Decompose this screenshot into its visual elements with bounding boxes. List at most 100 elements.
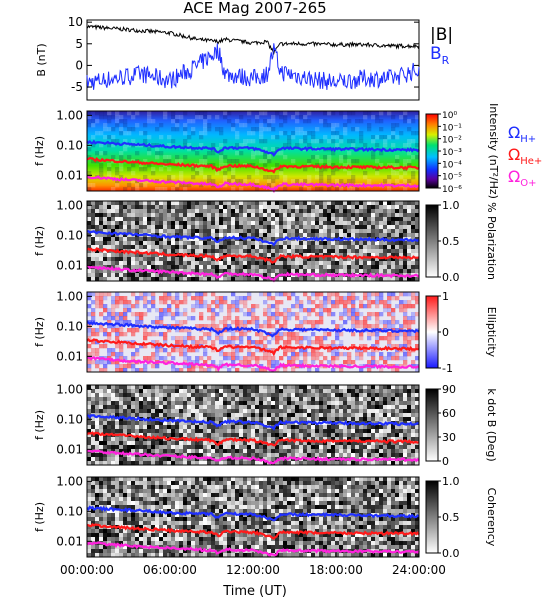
- kdotb-h-plus-line: [86, 414, 420, 431]
- coherency-ylabel: f (Hz): [33, 502, 46, 532]
- panel-intensity: 1.00 0.10 0.01 f (Hz) 10⁰ 10⁻¹ 10⁻² 10⁻³ 10⁻⁴ 10⁻…: [33, 103, 500, 199]
- ellipticity-cbar-label: 0: [442, 326, 449, 339]
- intensity-he-plus-line: [86, 156, 420, 174]
- intensity-o-plus-line: [86, 175, 420, 194]
- polarization-cbar-label: 0.0: [442, 271, 460, 284]
- ellipticity-ylabel: f (Hz): [33, 317, 46, 347]
- coherency-ytick-label: 1.00: [56, 474, 83, 488]
- ellipticity-texture: [87, 292, 420, 373]
- legend-h-plus-sub: H+: [520, 134, 536, 145]
- legend-b-total: |B|: [430, 25, 453, 45]
- polarization-colorbar: [425, 204, 439, 278]
- polarization-frame: [86, 200, 420, 282]
- x-tick-label: 00:00:00: [60, 563, 114, 577]
- coherency-o-plus-line: [86, 541, 420, 558]
- polarization-ytick-label: 0.10: [56, 228, 83, 242]
- ellipticity-cbar-label: -1: [442, 362, 453, 375]
- ellipticity-frame: [86, 291, 420, 373]
- legend-o-plus-omega: Ω: [508, 167, 520, 186]
- legend-he-plus-omega: Ω: [508, 145, 520, 164]
- panel-polarization: 1.00 0.10 0.01 f (Hz) 1.0 0.5 0.0 % Polarizatio…: [33, 198, 498, 284]
- coherency-cbar-label: 0.0: [442, 547, 460, 560]
- legend-he-plus: ΩHe+: [508, 145, 542, 167]
- intensity-cbar-label: 10⁻³: [442, 148, 462, 158]
- polarization-h-plus-line: [86, 230, 420, 247]
- intensity-cbar-label: 10⁻⁶: [442, 185, 462, 195]
- polarization-he-plus-line: [86, 247, 420, 264]
- polarization-ylabel: f (Hz): [33, 226, 46, 256]
- legend-o-plus-sub: O+: [520, 178, 536, 189]
- coherency-colorbar-label: Coherency: [485, 488, 498, 547]
- ellipticity-ytick-label: 0.10: [56, 319, 83, 333]
- kdotb-cbar-label: 90: [442, 383, 456, 396]
- species-legend: ΩH+ ΩHe+ ΩO+: [508, 123, 542, 189]
- polarization-ytick-label: 0.01: [56, 258, 83, 272]
- kdotb-cbar-label: 30: [442, 431, 456, 444]
- x-tick-label: 06:00:00: [143, 563, 197, 577]
- coherency-ytick-label: 0.10: [56, 504, 83, 518]
- coherency-cbar-label: 1.0: [442, 475, 460, 488]
- intensity-cbar-label: 10⁻⁵: [442, 173, 462, 183]
- intensity-cbar-label: 10⁻¹: [442, 123, 462, 133]
- kdotb-ylabel: f (Hz): [33, 410, 46, 440]
- field-y-ticks: 10 5 0 -5: [68, 15, 419, 94]
- legend-b-r-main: B: [430, 44, 442, 64]
- intensity-h-plus-line: [86, 139, 420, 158]
- intensity-ytick-label: 0.10: [56, 138, 83, 152]
- coherency-cbar-label: 0.5: [442, 511, 460, 524]
- field-plot-area: [86, 19, 420, 101]
- intensity-cbar-label: 10⁻²: [442, 136, 462, 146]
- ellipticity-colorbar: [425, 295, 439, 369]
- intensity-ytick-label: 0.01: [56, 168, 83, 182]
- kdotb-ytick-label: 1.00: [56, 382, 83, 396]
- intensity-frame: [86, 110, 420, 192]
- polarization-ytick-label: 1.00: [56, 198, 83, 212]
- polarization-cbar-label: 0.5: [442, 235, 460, 248]
- kdotb-ytick-label: 0.01: [56, 442, 83, 456]
- coherency-colorbar: [425, 480, 439, 554]
- x-tick-label: 24:00:00: [392, 563, 446, 577]
- coherency-he-plus-line: [86, 523, 420, 540]
- legend-b-r: BR: [430, 44, 450, 67]
- field-ylabel: B (nT): [35, 43, 48, 76]
- ellipticity-o-plus-line: [86, 356, 420, 372]
- field-ytick-label: 10: [68, 15, 83, 29]
- coherency-texture: [87, 477, 420, 558]
- field-ytick-label: 0: [75, 58, 83, 72]
- ellipticity-colorbar-label: Ellipticity: [485, 307, 498, 358]
- coherency-h-plus-line: [86, 505, 420, 522]
- legend-b-r-sub: R: [442, 54, 450, 67]
- legend-o-plus: ΩO+: [508, 167, 536, 189]
- ellipticity-h-plus-line: [86, 320, 420, 338]
- polarization-o-plus-line: [86, 264, 420, 283]
- intensity-cbar-label: 10⁰: [442, 111, 457, 121]
- intensity-ylabel: f (Hz): [33, 136, 46, 166]
- intensity-ytick-label: 1.00: [56, 108, 83, 122]
- x-axis: 00:00:00 06:00:00 12:00:00 18:00:00 24:00:00: [60, 552, 446, 577]
- x-axis-label: Time (UT): [222, 584, 287, 599]
- x-tick-label: 18:00:00: [309, 563, 363, 577]
- field-panel: 10 5 0 -5 B (nT) |B| BR: [35, 15, 453, 101]
- x-tick-label: 12:00:00: [226, 563, 280, 577]
- ellipticity-ytick-label: 0.01: [56, 349, 83, 363]
- b-total-line: [86, 24, 420, 55]
- kdotb-colorbar: [425, 388, 439, 462]
- kdotb-o-plus-line: [86, 449, 420, 465]
- intensity-texture: [87, 111, 420, 192]
- panel-kdotb: 1.00 0.10 0.01 f (Hz) 90 60 30 0 k dot B (Deg): [33, 382, 498, 468]
- kdotb-colorbar-label: k dot B (Deg): [485, 388, 498, 461]
- field-ytick-label: -5: [71, 80, 83, 94]
- kdotb-he-plus-line: [86, 431, 420, 447]
- kdotb-cbar-label: 60: [442, 407, 456, 420]
- legend-h-plus: ΩH+: [508, 123, 536, 145]
- spectral-panels: 1.000.100.01f (Hz)10⁰10⁻¹10⁻²10⁻³10⁻⁴10⁻…: [33, 103, 500, 560]
- coherency-ytick-label: 0.01: [56, 534, 83, 548]
- legend-h-plus-omega: Ω: [508, 123, 520, 142]
- ellipticity-he-plus-line: [86, 338, 419, 357]
- kdotb-frame: [86, 384, 420, 466]
- figure-title: ACE Mag 2007-265: [183, 0, 326, 17]
- b-r-line: [86, 43, 420, 90]
- field-ytick-label: 5: [75, 37, 83, 51]
- panel-ellipticity: 1.00 0.10 0.01 f (Hz) 1 0 -1 Ellipticity: [33, 289, 498, 375]
